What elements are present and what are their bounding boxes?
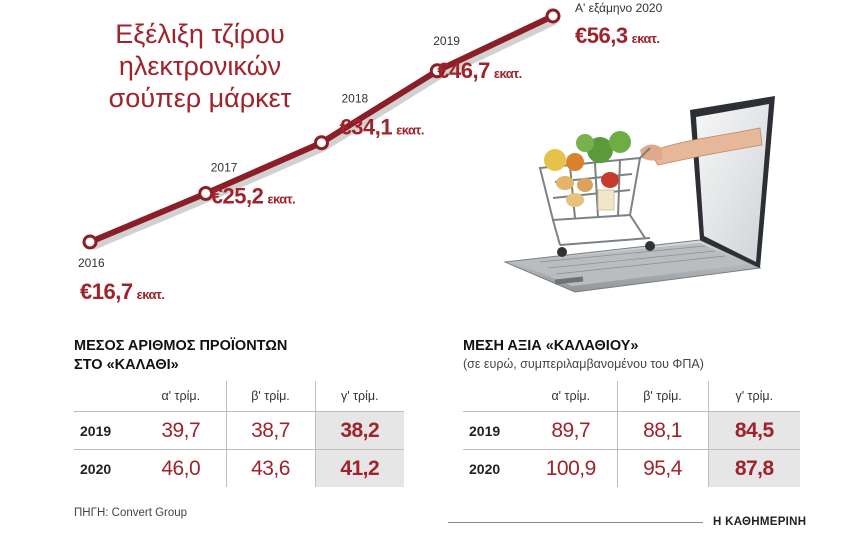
chart-title-line-3: σούπερ μάρκετ: [109, 83, 292, 113]
products-cell-2020-q3: 41,2: [314, 449, 404, 487]
value-cell-2020-q1: 100,9: [545, 456, 597, 480]
products-cell-2019-q3: 38,2: [314, 411, 404, 450]
products-row-year-2020: 2020: [80, 460, 112, 477]
point-unit-label-2: εκατ.: [396, 123, 424, 138]
products-table-title-1: ΜΕΣΟΣ ΑΡΙΘΜΟΣ ΠΡΟΪΟΝΤΩΝ: [74, 338, 288, 354]
products-cell-2020-q1: 46,0: [161, 456, 201, 480]
value-cell-2019-q3: 84,5: [707, 411, 800, 450]
products-col-q2: β' τρίμ.: [225, 381, 315, 412]
value-table-heading: ΜΕΣΗ ΑΞΙΑ «ΚΑΛΑΘΙΟΥ» (σε ευρώ, συμπεριλα…: [463, 337, 704, 371]
point-value-label-3: €46,7 εκατ.: [437, 58, 521, 83]
products-cell-2020-q2: 43,6: [225, 449, 315, 487]
point-value-label-0: €16,7 εκατ.: [80, 279, 164, 304]
laptop-cart-illustration: [503, 96, 775, 293]
point-unit-label-0: εκατ.: [137, 287, 165, 302]
point-year-label-1: 2017: [211, 160, 238, 174]
point-value-label-2: €34,1 εκατ.: [340, 115, 424, 140]
point-value-label-1: €25,2 εκατ.: [211, 183, 295, 208]
point-unit-label-4: εκατ.: [632, 31, 660, 46]
publisher-credit: Η ΚΑΘΗΜΕΡΙΝΗ: [713, 516, 807, 528]
footer-divider: [448, 522, 703, 523]
value-table-subtitle: (σε ευρώ, συμπεριλαμβανομένου του ΦΠΑ): [463, 357, 704, 371]
table-row: 2019 39,7 38,7 38,2: [74, 411, 404, 450]
products-col-q3: γ' τρίμ.: [314, 381, 404, 412]
products-col-q1: α' τρίμ.: [136, 381, 226, 412]
products-cell-2019-q2: 38,7: [225, 411, 315, 450]
data-point-0: [82, 234, 98, 250]
value-table: α' τρίμ. β' τρίμ. γ' τρίμ. 2019 89,7 88,…: [463, 381, 800, 487]
value-row-year-2019: 2019: [463, 411, 525, 450]
value-col-q3: γ' τρίμ.: [707, 381, 800, 412]
series-line: [87, 13, 556, 245]
chart-title-line-1: Εξέλιξη τζίρου: [115, 19, 285, 49]
products-header-corner: [74, 381, 136, 412]
point-year-label-3: 2019: [433, 34, 460, 48]
products-row-year-2019: 2019: [74, 411, 136, 450]
point-value-label-4: €56,3 εκατ.: [575, 23, 659, 48]
point-year-label-4: Α' εξάμηνο 2020: [575, 1, 663, 15]
data-point-1: [198, 185, 214, 201]
table-row: 2019 89,7 88,1 84,5: [463, 411, 800, 450]
products-cell-2019-q1: 39,7: [136, 411, 226, 450]
source-note: ΠΗΓΗ: Convert Group: [74, 507, 188, 519]
point-unit-label-1: εκατ.: [267, 191, 295, 206]
point-unit-label-3: εκατ.: [494, 66, 522, 81]
value-cell-2019-q1: 89,7: [525, 411, 617, 450]
products-table: α' τρίμ. β' τρίμ. γ' τρίμ. 2019 39,7 38,…: [74, 381, 404, 487]
value-table-title: ΜΕΣΗ ΑΞΙΑ «ΚΑΛΑΘΙΟΥ»: [463, 338, 639, 354]
products-table-heading: ΜΕΣΟΣ ΑΡΙΘΜΟΣ ΠΡΟΪΟΝΤΩΝ ΣΤΟ «ΚΑΛΑΘΙ»: [74, 337, 287, 375]
value-cell-2020-q3: 87,8: [707, 449, 800, 487]
value-cell-2020-q2: 95,4: [616, 449, 708, 487]
data-point-4: [545, 8, 561, 24]
data-point-2: [314, 135, 329, 151]
value-row-year-2020: 2020: [469, 460, 501, 477]
turnover-line-chart: Εξέλιξη τζίρου ηλεκτρονικών σούπερ μάρκε…: [78, 1, 775, 304]
data-point-3: [429, 63, 445, 79]
point-year-label-0: 2016: [78, 256, 105, 270]
chart-title-line-2: ηλεκτρονικών: [119, 51, 281, 81]
table-row: 2020 100,9 95,4 87,8: [463, 449, 800, 487]
value-cell-2019-q2: 88,1: [616, 411, 708, 450]
value-col-q1: α' τρίμ.: [525, 381, 617, 412]
value-header-corner: [463, 381, 525, 412]
products-table-title-2: ΣΤΟ «ΚΑΛΑΘΙ»: [74, 357, 179, 373]
value-col-q2: β' τρίμ.: [616, 381, 708, 412]
point-year-label-2: 2018: [342, 92, 369, 106]
table-row: 2020 46,0 43,6 41,2: [74, 449, 404, 487]
